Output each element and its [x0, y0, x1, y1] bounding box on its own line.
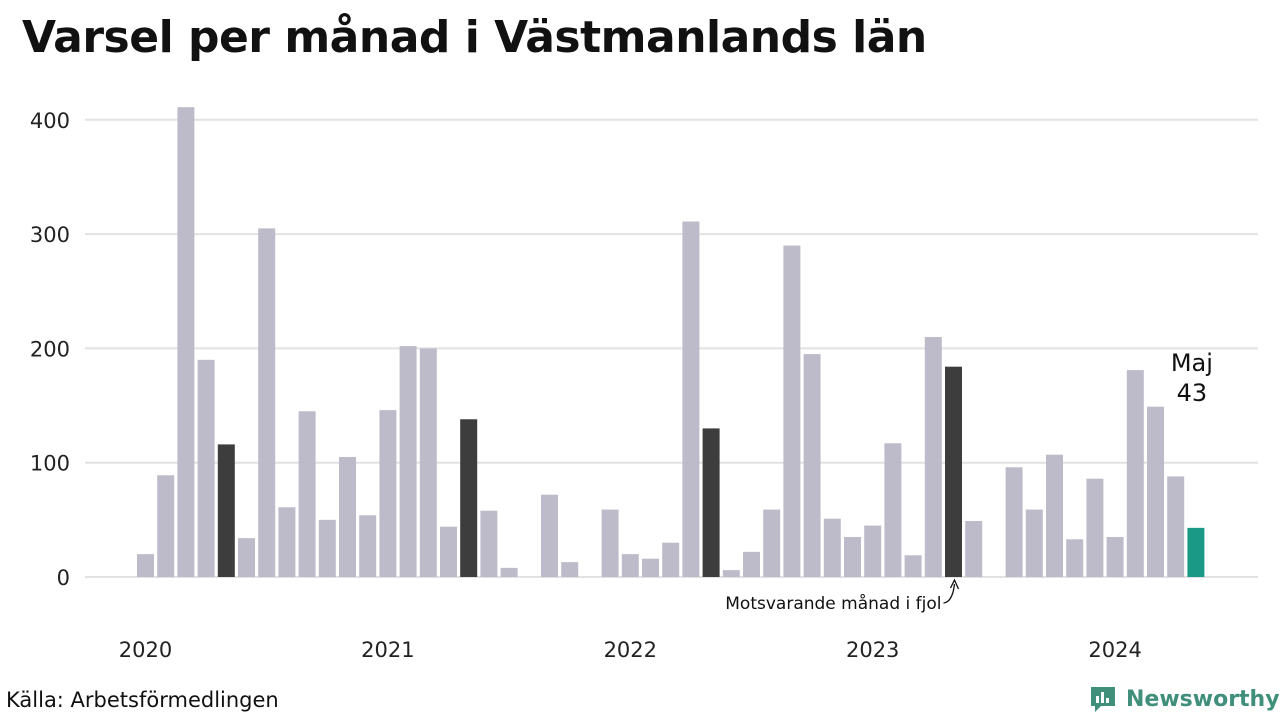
bar-2020-07 — [258, 228, 276, 577]
bar-2023-08 — [1005, 467, 1023, 577]
bar-2022-04 — [682, 221, 700, 578]
bar-2020-05 — [217, 444, 235, 577]
bar-2020-03 — [177, 107, 195, 578]
bar-2022-10 — [803, 354, 821, 577]
x-tick-label-2023: 2023 — [846, 638, 899, 662]
bar-2022-06 — [722, 570, 740, 577]
bar-2022-02 — [642, 558, 659, 577]
source-note: Källa: Arbetsförmedlingen — [6, 688, 279, 712]
bar-2020-04 — [197, 359, 215, 577]
bar-2023-04 — [924, 336, 942, 577]
bar-2021-07 — [500, 567, 518, 577]
bar-2020-06 — [238, 538, 255, 577]
bar-2022-07 — [743, 551, 760, 577]
y-tick-label: 300 — [30, 223, 70, 247]
bar-2021-04 — [440, 526, 457, 577]
bar-2023-10 — [1046, 454, 1063, 577]
bar-2022-03 — [662, 542, 680, 577]
x-axis-year-labels: 2020 2021 2022 2023 2024 — [119, 638, 1142, 662]
bar-2021-02 — [399, 346, 417, 577]
annotation-arrowhead — [949, 578, 960, 590]
bar-2023-05 — [945, 366, 962, 577]
x-tick-label-2021: 2021 — [361, 638, 414, 662]
bar-2022-09 — [783, 245, 801, 577]
bar-2024-04 — [1167, 476, 1185, 577]
bar-2021-03 — [419, 348, 437, 577]
bar-2024-05 — [1187, 527, 1205, 577]
bar-2020-08 — [278, 507, 296, 577]
bar-2021-09 — [541, 494, 558, 577]
y-tick-label: 200 — [30, 337, 70, 361]
y-tick-label: 0 — [57, 566, 70, 590]
bar-2020-11 — [339, 456, 356, 577]
bar-2024-01 — [1106, 536, 1124, 577]
bar-2023-03 — [904, 555, 922, 577]
annotation-previous-year: Motsvarande månad i fjol — [725, 593, 941, 614]
bar-2023-11 — [1066, 539, 1084, 577]
bar-2023-02 — [884, 443, 902, 577]
bar-2023-06 — [965, 520, 983, 577]
bar-2020-02 — [157, 475, 175, 577]
bar-2020-01 — [137, 554, 154, 577]
bar-2023-09 — [1025, 509, 1043, 577]
bar-2022-01 — [621, 554, 639, 577]
bar-2020-09 — [298, 411, 316, 577]
bar-2024-03 — [1147, 406, 1164, 577]
x-tick-label-2024: 2024 — [1088, 638, 1141, 662]
brand-name: Newsworthy — [1126, 686, 1280, 712]
current-month-label: Maj — [1171, 349, 1213, 377]
y-tick-label: 400 — [30, 109, 70, 133]
newsworthy-logo-icon — [1091, 687, 1115, 712]
bar-2021-05 — [460, 419, 478, 577]
y-axis-ticks: 0 100 200 300 400 — [30, 109, 70, 590]
bar-2020-12 — [359, 515, 377, 577]
bar-2022-12 — [844, 536, 861, 577]
bar-2021-06 — [480, 510, 498, 577]
x-tick-label-2020: 2020 — [119, 638, 172, 662]
annotation-arrow — [943, 583, 956, 604]
bar-2020-10 — [318, 519, 336, 577]
bar-2023-01 — [864, 525, 882, 577]
bar-2022-08 — [763, 509, 781, 577]
x-tick-label-2022: 2022 — [604, 638, 657, 662]
bar-2023-12 — [1086, 478, 1104, 577]
bar-2021-12 — [601, 509, 619, 577]
bar-2021-01 — [379, 410, 397, 577]
current-value-label: 43 — [1177, 379, 1208, 407]
bar-2024-02 — [1126, 370, 1144, 577]
brand-logo-block: Newsworthy — [1088, 684, 1280, 714]
bars — [137, 107, 1205, 578]
bar-2022-05 — [702, 428, 720, 577]
y-tick-label: 100 — [30, 452, 70, 476]
bar-2021-10 — [561, 562, 579, 577]
bar-2022-11 — [823, 518, 841, 577]
chart-title: Varsel per månad i Västmanlands län — [22, 12, 927, 63]
